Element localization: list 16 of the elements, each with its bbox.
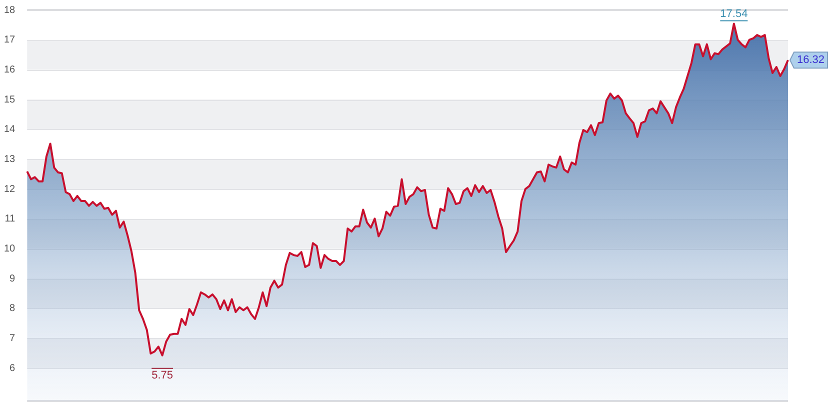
annotation: 17.54 xyxy=(720,8,748,20)
y-tick-label: 6 xyxy=(10,362,16,374)
y-tick-label: 10 xyxy=(4,244,16,255)
y-tick-label: 14 xyxy=(4,124,16,136)
text: 16.32 xyxy=(797,54,825,66)
y-tick-label: 12 xyxy=(4,184,16,195)
annotation: 5.75 xyxy=(152,369,174,382)
y-tick-label: 9 xyxy=(10,273,16,284)
y-tick-label: 7 xyxy=(10,333,16,344)
y-tick-label: 11 xyxy=(4,214,16,225)
y-tick-label: 17 xyxy=(4,34,16,46)
y-tick-label: 13 xyxy=(4,154,16,165)
y-tick-label: 18 xyxy=(4,4,16,16)
y-tick-label: 16 xyxy=(4,64,16,76)
y-tick-label: 15 xyxy=(4,94,16,106)
y-tick-label: 8 xyxy=(10,303,16,314)
